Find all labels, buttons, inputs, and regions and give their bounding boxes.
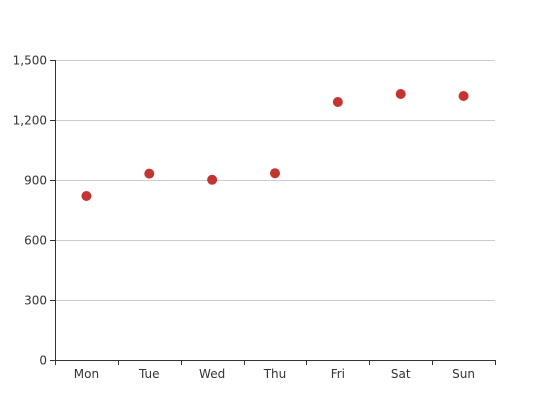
data-point[interactable] xyxy=(270,168,280,179)
y-tick-label: 900 xyxy=(24,174,47,188)
x-tick-label: Sun xyxy=(452,367,475,381)
data-point[interactable] xyxy=(144,168,155,179)
data-point[interactable] xyxy=(81,191,92,201)
x-tick-label: Sat xyxy=(391,367,411,381)
data-point[interactable] xyxy=(458,91,469,101)
data-point[interactable] xyxy=(207,174,218,185)
data-point[interactable] xyxy=(332,97,343,107)
x-tick-label: Fri xyxy=(331,367,345,381)
x-tick-label: Thu xyxy=(263,367,287,381)
x-tick-label: Wed xyxy=(199,367,225,381)
point-layer xyxy=(81,89,469,201)
x-tick-label: Tue xyxy=(138,367,160,381)
label-layer: 0 300 600 900 1,200 1,500 Mon Tue Wed Thu Fri Sat Su… xyxy=(13,54,475,382)
y-tick-label: 0 xyxy=(39,354,47,368)
y-tick-label: 1,500 xyxy=(13,54,47,68)
data-point[interactable] xyxy=(395,89,406,99)
y-tick-label: 300 xyxy=(24,294,47,308)
y-tick-label: 1,200 xyxy=(13,114,47,128)
y-tick-label: 600 xyxy=(24,234,47,248)
axis-layer xyxy=(50,60,496,365)
x-tick-label: Mon xyxy=(74,367,99,381)
grid-layer xyxy=(55,60,495,301)
